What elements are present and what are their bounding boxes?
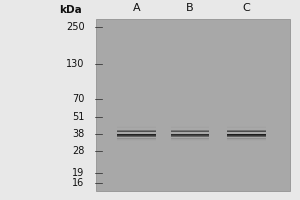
FancyBboxPatch shape (227, 136, 266, 137)
Text: 70: 70 (72, 94, 85, 104)
FancyBboxPatch shape (171, 130, 209, 131)
Text: A: A (133, 3, 140, 13)
FancyBboxPatch shape (117, 138, 156, 139)
FancyBboxPatch shape (171, 135, 209, 136)
FancyBboxPatch shape (171, 136, 209, 137)
FancyBboxPatch shape (227, 139, 266, 140)
FancyBboxPatch shape (227, 134, 266, 135)
Text: C: C (243, 3, 250, 13)
FancyBboxPatch shape (227, 135, 266, 136)
FancyBboxPatch shape (227, 138, 266, 139)
FancyBboxPatch shape (117, 139, 156, 140)
Text: 19: 19 (72, 168, 85, 178)
FancyBboxPatch shape (171, 138, 209, 139)
FancyBboxPatch shape (171, 134, 209, 135)
FancyBboxPatch shape (117, 135, 156, 136)
FancyBboxPatch shape (171, 131, 209, 132)
FancyBboxPatch shape (171, 139, 209, 140)
Text: 16: 16 (72, 178, 85, 188)
FancyBboxPatch shape (117, 131, 156, 132)
Text: 51: 51 (72, 112, 85, 122)
Text: B: B (186, 3, 194, 13)
FancyBboxPatch shape (117, 134, 156, 135)
Text: 250: 250 (66, 22, 85, 32)
FancyBboxPatch shape (227, 131, 266, 132)
Text: 28: 28 (72, 146, 85, 156)
FancyBboxPatch shape (227, 130, 266, 131)
FancyBboxPatch shape (97, 19, 290, 191)
FancyBboxPatch shape (117, 136, 156, 137)
Text: kDa: kDa (59, 5, 82, 15)
Text: 130: 130 (66, 59, 85, 69)
Text: 38: 38 (72, 129, 85, 139)
FancyBboxPatch shape (117, 130, 156, 131)
